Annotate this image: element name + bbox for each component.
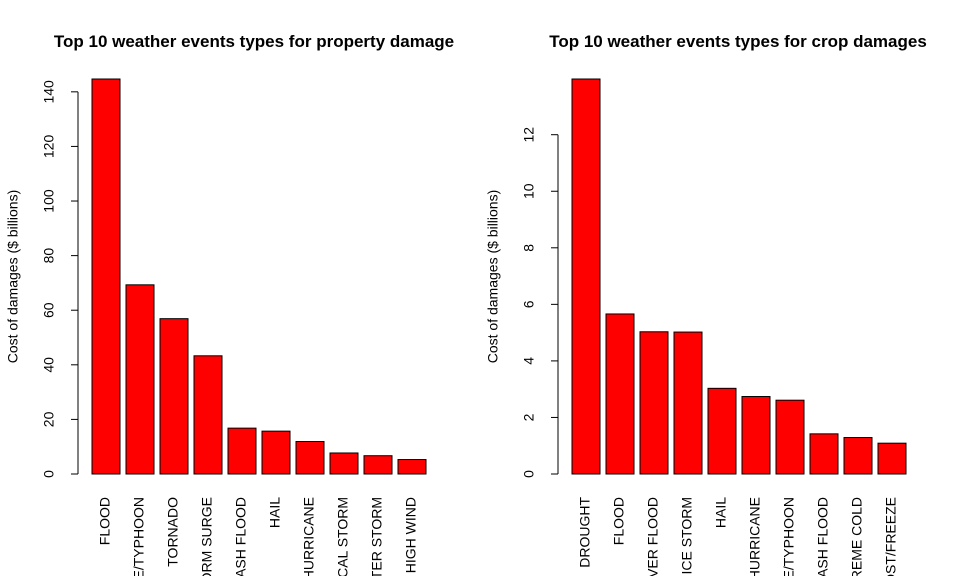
- x-tick-label: ICE STORM: [679, 497, 695, 575]
- bar: [707, 387, 737, 475]
- x-tick-label: HURRICANE: [747, 497, 763, 576]
- bar: [673, 331, 703, 475]
- bar: [775, 399, 805, 475]
- bar: [843, 437, 873, 475]
- x-tick-label: FLOOD: [611, 497, 627, 545]
- x-tick-label: HURRICANE/TYPHOON: [131, 497, 147, 576]
- y-tick-label: 10: [521, 183, 537, 199]
- bar: [809, 433, 839, 475]
- y-tick-label: 120: [41, 135, 57, 159]
- bar: [741, 396, 771, 475]
- bar: [125, 284, 155, 475]
- bar: [159, 318, 189, 475]
- y-tick-label: 0: [41, 470, 57, 478]
- bar: [295, 441, 325, 475]
- bar: [329, 452, 359, 475]
- x-tick-label: HAIL: [713, 497, 729, 528]
- x-tick-label: RIVER FLOOD: [645, 497, 661, 576]
- bar: [91, 78, 121, 475]
- chart-title: Top 10 weather events types for property…: [54, 32, 454, 51]
- bar: [261, 430, 291, 475]
- bar: [605, 313, 635, 475]
- y-tick-label: 40: [41, 357, 57, 373]
- y-tick-label: 4: [521, 357, 537, 365]
- bar: [397, 459, 427, 475]
- bar: [877, 442, 907, 475]
- x-tick-label: FLOOD: [97, 497, 113, 545]
- y-tick-label: 20: [41, 411, 57, 427]
- bar: [193, 355, 223, 475]
- x-tick-label: EXTREME COLD: [849, 497, 865, 576]
- x-tick-label: TROPICAL STORM: [335, 497, 351, 576]
- x-tick-label: TORNADO: [165, 497, 181, 567]
- y-tick-label: 2: [521, 413, 537, 421]
- x-tick-label: FLASH FLOOD: [815, 497, 831, 576]
- x-tick-label: HAIL: [267, 497, 283, 528]
- y-axis-label: Cost of damages ($ billions): [485, 190, 501, 364]
- bar: [227, 427, 257, 475]
- x-tick-label: WINTER STORM: [369, 497, 385, 576]
- x-tick-label: HURRICANE: [301, 497, 317, 576]
- x-tick-label: DROUGHT: [577, 497, 593, 568]
- x-tick-label: FROST/FREEZE: [883, 497, 899, 576]
- x-tick-label: FLASH FLOOD: [233, 497, 249, 576]
- chart-title: Top 10 weather events types for crop dam…: [549, 32, 927, 51]
- bar: [363, 455, 393, 475]
- bar: [639, 331, 669, 475]
- y-tick-label: 60: [41, 302, 57, 318]
- y-tick-label: 140: [41, 80, 57, 104]
- y-tick-label: 0: [521, 470, 537, 478]
- y-tick-label: 12: [521, 127, 537, 143]
- x-tick-label: HURRICANE/TYPHOON: [781, 497, 797, 576]
- y-tick-label: 100: [41, 189, 57, 213]
- x-tick-label: STORM SURGE: [199, 497, 215, 576]
- y-tick-label: 8: [521, 244, 537, 252]
- y-axis-label: Cost of damages ($ billions): [5, 190, 21, 364]
- y-tick-label: 80: [41, 248, 57, 264]
- bar: [571, 78, 601, 475]
- x-tick-label: HIGH WIND: [403, 497, 419, 573]
- y-tick-label: 6: [521, 300, 537, 308]
